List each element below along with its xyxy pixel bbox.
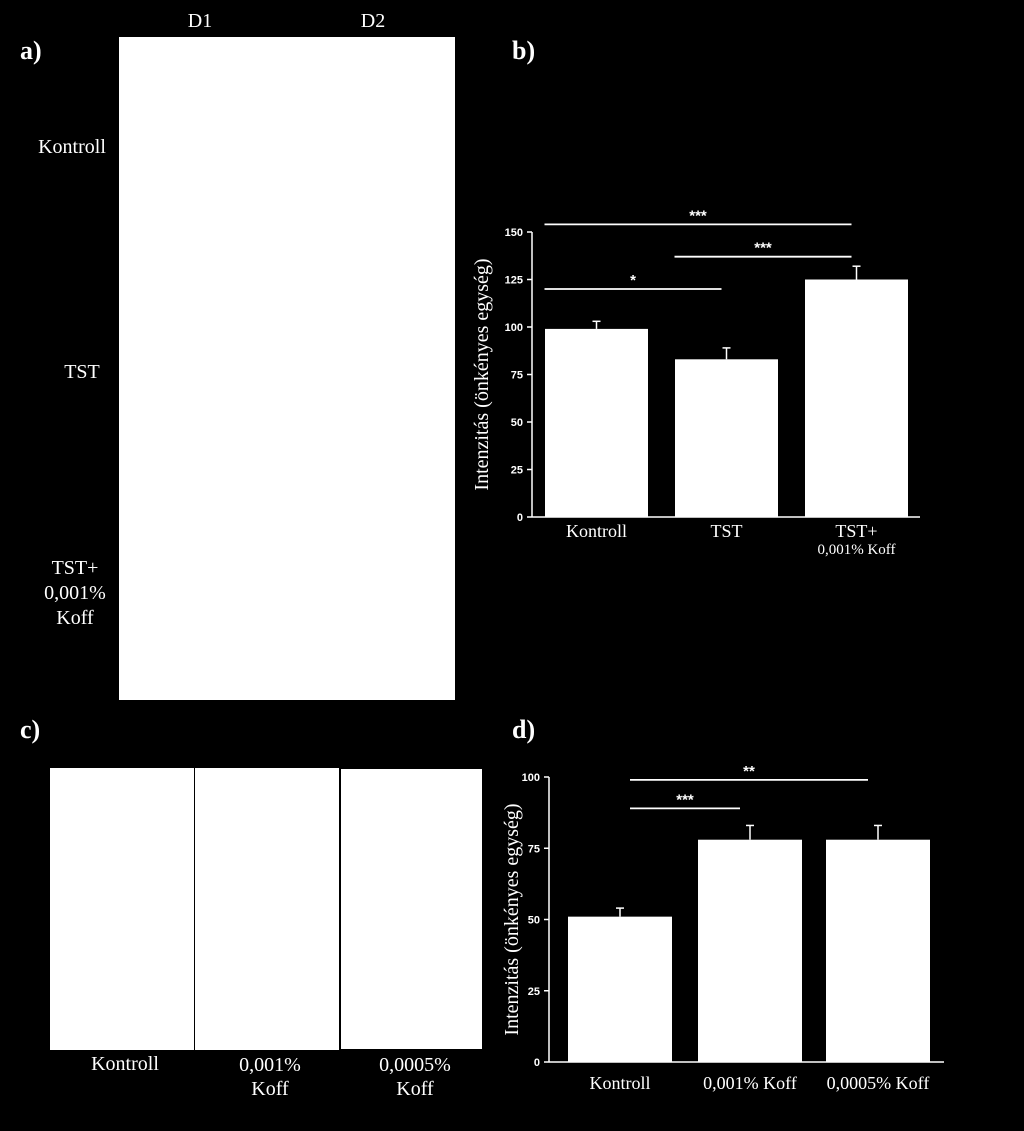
lane-label-001-koff: 0,001% Koff [239, 1054, 301, 1100]
significance-label: *** [676, 791, 694, 808]
bar [568, 916, 672, 1062]
column-label-d1: D1 [187, 10, 213, 32]
category-label: TST [710, 521, 742, 541]
western-blot-image-a [119, 37, 455, 700]
category-label: TST+ 0,001% Koff [817, 521, 895, 558]
panel-a-letter: a) [20, 36, 42, 65]
bar [805, 279, 908, 517]
y-tick-label: 50 [528, 915, 540, 927]
significance-label: *** [689, 207, 707, 224]
western-blot-image-c-001 [195, 768, 339, 1050]
y-tick-label: 150 [505, 227, 523, 239]
bar [826, 839, 930, 1062]
y-tick-label: 25 [511, 465, 523, 477]
category-label: 0,001% Koff [703, 1073, 797, 1093]
lane-label-0005-koff: 0,0005% Koff [379, 1054, 451, 1100]
y-axis-label: Intenzitás (önkényes egység) [501, 803, 523, 1035]
western-blot-image-c-0005 [341, 769, 482, 1049]
panel-d-letter: d) [512, 715, 536, 744]
category-label: Kontroll [566, 521, 627, 541]
row-label-tst: TST [64, 361, 100, 383]
y-tick-label: 100 [522, 772, 540, 784]
bar [698, 839, 802, 1062]
y-tick-label: 75 [511, 370, 523, 382]
category-label: 0,0005% Koff [827, 1073, 930, 1093]
y-tick-label: 0 [517, 512, 523, 524]
bar [675, 359, 778, 517]
row-label-kontroll: Kontroll [38, 136, 106, 158]
y-tick-label: 50 [511, 417, 523, 429]
significance-label: *** [754, 240, 772, 257]
y-tick-label: 75 [528, 843, 540, 855]
significance-label: * [630, 272, 636, 289]
row-label-tst-koff: TST+ 0,001% Koff [44, 557, 106, 629]
y-tick-label: 125 [505, 275, 523, 287]
y-tick-label: 100 [505, 322, 523, 334]
column-label-d2: D2 [360, 10, 386, 32]
y-tick-label: 0 [534, 1057, 540, 1069]
y-axis-label: Intenzitás (önkényes egység) [471, 258, 493, 490]
chart-d: 0 25 50 75 100 Intenzitás (önkényes egység) Ko… [501, 763, 944, 1093]
significance-label: ** [743, 763, 755, 780]
y-tick-label: 25 [528, 986, 540, 998]
western-blot-image-c-kontroll [50, 768, 194, 1050]
category-label: Kontroll [590, 1073, 651, 1093]
panel-c-letter: c) [20, 715, 41, 744]
bar [545, 328, 648, 517]
panel-b-letter: b) [512, 36, 536, 65]
lane-label-kontroll: Kontroll [91, 1053, 159, 1075]
chart-b: 0 25 50 75 100 125 150 Intenzitás (önkényes egy… [471, 207, 920, 558]
